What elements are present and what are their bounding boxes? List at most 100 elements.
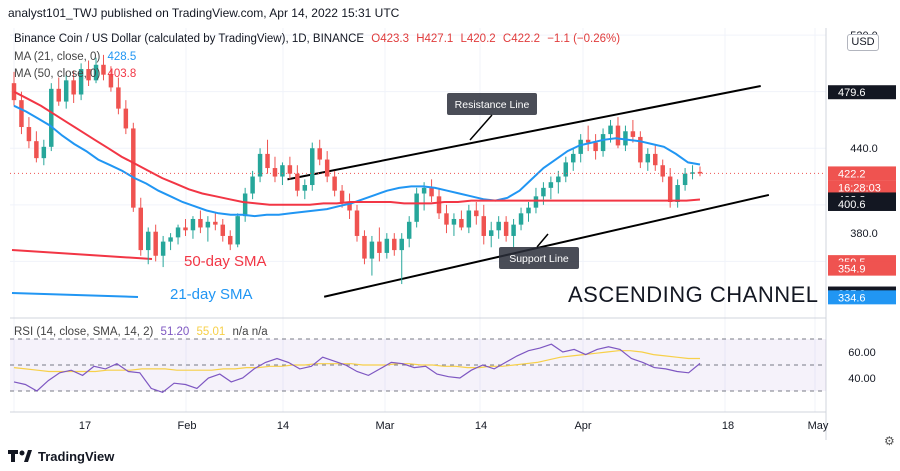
resistance-annotation-label: Resistance Line bbox=[455, 99, 530, 111]
ohlc-close: C422.2 bbox=[502, 33, 540, 45]
candle-body bbox=[488, 230, 494, 236]
sma50-sample-line bbox=[11, 249, 153, 260]
price-tick-label: 380.0 bbox=[850, 228, 878, 240]
candle-body bbox=[257, 153, 263, 177]
candle-body bbox=[526, 207, 531, 214]
candle-body bbox=[235, 216, 240, 245]
candle-body bbox=[19, 100, 24, 128]
rsi-label: RSI (14, close, SMA, 14, 2) bbox=[14, 326, 154, 338]
candle-body bbox=[571, 153, 576, 163]
ascending-channel bbox=[287, 85, 770, 298]
candle-body bbox=[623, 131, 628, 146]
candle-body bbox=[690, 172, 695, 174]
candles[interactable] bbox=[11, 54, 703, 285]
ma21-line bbox=[13, 104, 701, 218]
candle-body bbox=[347, 202, 352, 211]
candle-body bbox=[615, 125, 621, 146]
ohlc-open: O423.3 bbox=[371, 33, 409, 45]
rsi-legend[interactable]: RSI (14, close, SMA, 14, 2) 51.20 55.01 … bbox=[14, 326, 272, 338]
time-tick-label: May bbox=[808, 420, 829, 432]
candle-body bbox=[56, 88, 61, 102]
price-axis: 520.0440.0380.0479.6422.216:28:03403.840… bbox=[828, 30, 896, 305]
publisher-text: analyst101_TWJ published on TradingView.… bbox=[8, 6, 400, 20]
ma21-label: MA (21, close, 0) bbox=[14, 51, 101, 63]
moving-averages bbox=[10, 90, 826, 218]
candle-body bbox=[93, 64, 99, 81]
candle-body bbox=[34, 141, 39, 159]
rsi-na: n/a n/a bbox=[232, 326, 268, 338]
candle-body bbox=[123, 108, 129, 129]
time-axis: 17 Feb 14 Mar 14 Apr 18 May bbox=[79, 420, 829, 432]
ma21-legend[interactable]: MA (21, close, 0) 428.5 bbox=[14, 51, 140, 63]
candle-body bbox=[556, 176, 561, 183]
ma50-value: 403.8 bbox=[107, 68, 137, 80]
grid bbox=[10, 28, 827, 440]
candle-body bbox=[108, 74, 114, 88]
candle-body bbox=[175, 227, 181, 238]
candle-body bbox=[548, 182, 554, 188]
candle-body bbox=[436, 196, 442, 214]
sma21-sample-line bbox=[11, 292, 139, 298]
candle-body bbox=[414, 193, 419, 222]
candle-body bbox=[451, 218, 457, 225]
candle-body bbox=[145, 231, 151, 251]
candle-body bbox=[511, 224, 516, 236]
candle-body bbox=[533, 196, 539, 208]
ma21-value: 428.5 bbox=[107, 51, 137, 63]
resistance-line bbox=[287, 85, 761, 181]
price-badge-label: 334.6 bbox=[838, 292, 866, 304]
rsi-panel: 60.00 40.00 bbox=[10, 338, 876, 393]
candle-body bbox=[302, 185, 308, 191]
price-badge bbox=[828, 196, 896, 211]
candle-body bbox=[86, 69, 91, 81]
candle-body bbox=[660, 165, 665, 177]
rsi-ma-value: 55.01 bbox=[196, 326, 226, 338]
candle-body bbox=[503, 221, 509, 236]
candle-body bbox=[101, 64, 106, 75]
candle-body bbox=[63, 80, 69, 102]
price-tick-label: 440.0 bbox=[850, 143, 878, 155]
candle-body bbox=[429, 187, 434, 197]
price-badge bbox=[828, 85, 896, 100]
candle-body bbox=[600, 134, 606, 152]
candle-body bbox=[242, 193, 248, 217]
candle-body bbox=[496, 221, 501, 231]
candle-body bbox=[697, 171, 703, 174]
sma21-annotation: 21-day SMA bbox=[170, 286, 253, 303]
candle-body bbox=[332, 176, 337, 191]
candle-body bbox=[205, 221, 211, 228]
horizontal-sma-lines bbox=[11, 249, 153, 298]
candle-body bbox=[71, 80, 76, 95]
candle-body bbox=[608, 125, 613, 135]
ma50-legend[interactable]: MA (50, close, 0) 403.8 bbox=[14, 68, 140, 80]
symbol-title: Binance Coin / US Dollar (calculated by … bbox=[14, 33, 365, 45]
candle-body bbox=[585, 139, 591, 143]
candle-body bbox=[406, 221, 412, 239]
ohlc-low: L420.2 bbox=[460, 33, 496, 45]
ma50-line bbox=[13, 90, 701, 206]
tradingview-logo[interactable]: TradingView bbox=[8, 446, 114, 466]
gear-icon[interactable]: ⚙ bbox=[884, 434, 895, 448]
candle-body bbox=[421, 187, 427, 194]
candle-body bbox=[541, 187, 546, 197]
candle-body bbox=[11, 83, 17, 101]
candle-body bbox=[272, 168, 278, 177]
candle-body bbox=[653, 153, 658, 166]
currency-button[interactable]: USD bbox=[847, 34, 879, 51]
time-tick-label: Apr bbox=[574, 420, 591, 432]
time-tick-label: 14 bbox=[475, 420, 487, 432]
price-badge bbox=[828, 180, 896, 195]
candle-body bbox=[324, 159, 330, 177]
candle-body bbox=[49, 88, 54, 147]
symbol-legend: Binance Coin / US Dollar (calculated by … bbox=[14, 33, 624, 45]
candle-body bbox=[369, 241, 375, 259]
candle-body bbox=[675, 185, 680, 202]
price-badge-label: 16:28:03 bbox=[838, 182, 881, 194]
annotations: Resistance Line Support Line 50-day SMA 21-… bbox=[170, 93, 818, 307]
candle-body bbox=[578, 139, 583, 154]
candle-body bbox=[265, 153, 270, 169]
candle-body bbox=[183, 227, 188, 231]
candle-body bbox=[399, 238, 404, 251]
ohlc-change: −1.1 (−0.26%) bbox=[547, 33, 621, 45]
